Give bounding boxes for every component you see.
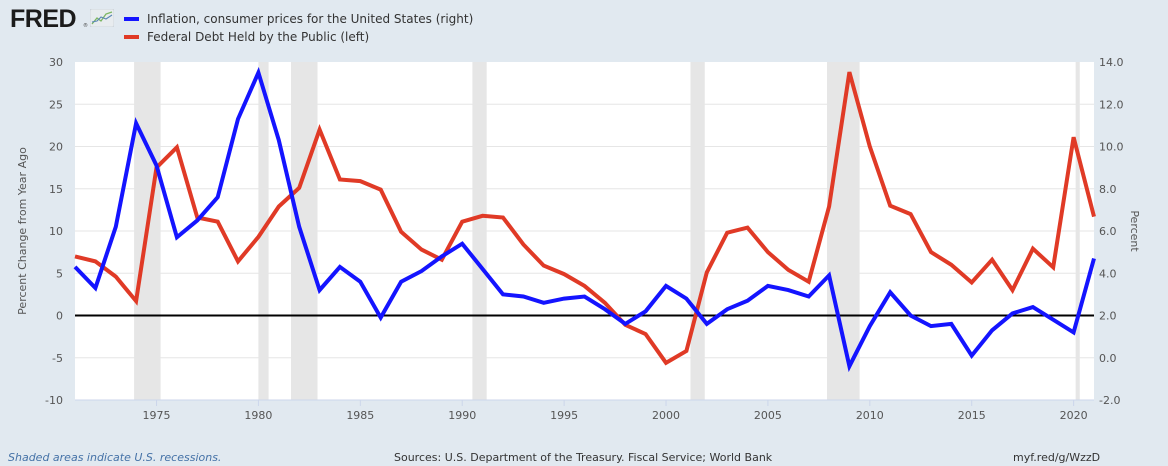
right-tick-label: 0.0 [1099, 352, 1117, 365]
x-tick-label: 2020 [1060, 409, 1088, 422]
right-tick-label: 12.0 [1099, 98, 1124, 111]
left-tick-label: 5 [56, 267, 63, 280]
legend-item-federal-debt[interactable]: Federal Debt Held by the Public (left) [124, 29, 369, 45]
legend-swatch-red [124, 35, 139, 39]
left-tick-label: -10 [45, 394, 63, 407]
short-link[interactable]: myf.red/g/WzzD [1013, 451, 1101, 464]
right-tick-label: 2.0 [1099, 310, 1117, 323]
x-tick-label: 2015 [958, 409, 986, 422]
chart-header: FRED ® Inflation, consumer prices for th… [0, 0, 1168, 50]
x-tick-label: 1980 [244, 409, 272, 422]
x-tick-label: 1995 [550, 409, 578, 422]
x-tick-label: 2005 [754, 409, 782, 422]
right-tick-label: -2.0 [1099, 394, 1120, 407]
legend-label: Inflation, consumer prices for the Unite… [147, 12, 474, 26]
x-tick-label: 1975 [143, 409, 171, 422]
registered-mark: ® [83, 23, 88, 29]
right-tick-label: 4.0 [1099, 267, 1117, 280]
series-lines [73, 66, 1096, 373]
left-tick-label: 10 [49, 225, 63, 238]
left-tick-label: 20 [49, 141, 63, 154]
legend-label: Federal Debt Held by the Public (left) [147, 30, 370, 44]
right-axis-ticks: 14.0 12.0 10.0 8.0 6.0 4.0 2.0 0.0 -2.0 [1099, 56, 1124, 407]
left-tick-label: 0 [56, 310, 63, 323]
left-tick-label: 25 [49, 98, 63, 111]
x-tick-label: 1985 [346, 409, 374, 422]
left-tick-label: 15 [49, 183, 63, 196]
x-tick-label: 2010 [856, 409, 884, 422]
recession-note[interactable]: Shaded areas indicate U.S. recessions. [8, 451, 222, 464]
x-tick-label: 2000 [652, 409, 680, 422]
series-line-federal-debt [74, 71, 1096, 366]
fred-logo[interactable]: FRED [10, 5, 77, 33]
left-tick-label: -5 [52, 352, 63, 365]
left-axis-title: Percent Change from Year Ago [16, 147, 29, 315]
right-axis-title: Percent [1128, 210, 1141, 252]
right-tick-label: 10.0 [1099, 141, 1124, 154]
right-tick-label: 8.0 [1099, 183, 1117, 196]
right-tick-label: 14.0 [1099, 56, 1124, 69]
x-tick-label: 1990 [448, 409, 476, 422]
series-line-inflation [73, 66, 1096, 373]
fred-chart-icon [90, 9, 114, 27]
legend-swatch-blue [124, 17, 139, 21]
sources-text: Sources: U.S. Department of the Treasury… [394, 451, 773, 464]
left-tick-label: 30 [49, 56, 63, 69]
left-axis-ticks: 30 25 20 15 10 5 0 -5 -10 [45, 56, 63, 407]
legend-item-inflation[interactable]: Inflation, consumer prices for the Unite… [124, 11, 473, 27]
x-axis-ticks: 1975 1980 1985 1990 1995 2000 2005 2010 2015 2020 [143, 400, 1088, 422]
right-tick-label: 6.0 [1099, 225, 1117, 238]
